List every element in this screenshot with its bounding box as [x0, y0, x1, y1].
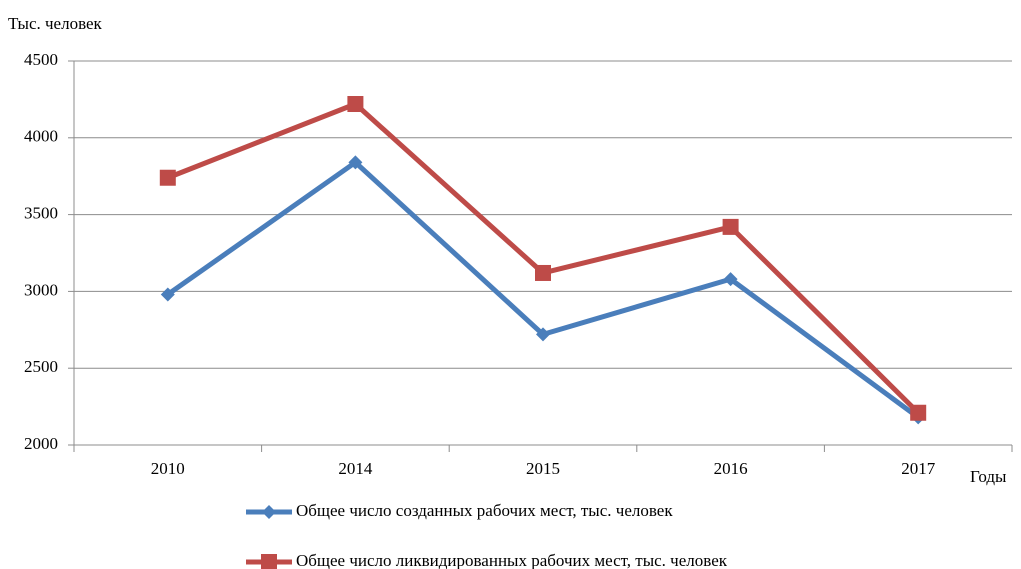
y-axis-label: Тыс. человек [8, 14, 103, 33]
legend-label: Общее число ликвидированных рабочих мест… [296, 551, 728, 569]
marker [160, 287, 175, 302]
x-tick-label: 2014 [338, 459, 373, 478]
legend-label: Общее число созданных рабочих мест, тыс.… [296, 501, 673, 520]
x-tick-label: 2010 [151, 459, 185, 478]
series-line [166, 159, 920, 420]
x-tick-label: 2017 [901, 459, 936, 478]
x-axis-label: Годы [970, 467, 1007, 486]
marker [536, 327, 550, 342]
marker [910, 404, 927, 421]
y-tick-label: 2500 [24, 357, 58, 376]
x-tick-label: 2015 [526, 459, 560, 478]
marker [261, 554, 277, 569]
marker [535, 264, 551, 281]
y-tick-label: 2000 [24, 434, 58, 453]
marker [347, 96, 364, 113]
y-tick-label: 3500 [24, 204, 58, 223]
y-tick-label: 4000 [24, 127, 58, 146]
series-line [166, 101, 920, 415]
marker [723, 272, 738, 287]
y-tick-label: 3000 [24, 280, 58, 299]
y-tick-label: 4500 [24, 50, 58, 69]
marker [262, 505, 276, 519]
marker [159, 169, 176, 186]
x-tick-label: 2016 [714, 459, 748, 478]
marker [722, 218, 739, 235]
marker [348, 155, 363, 170]
